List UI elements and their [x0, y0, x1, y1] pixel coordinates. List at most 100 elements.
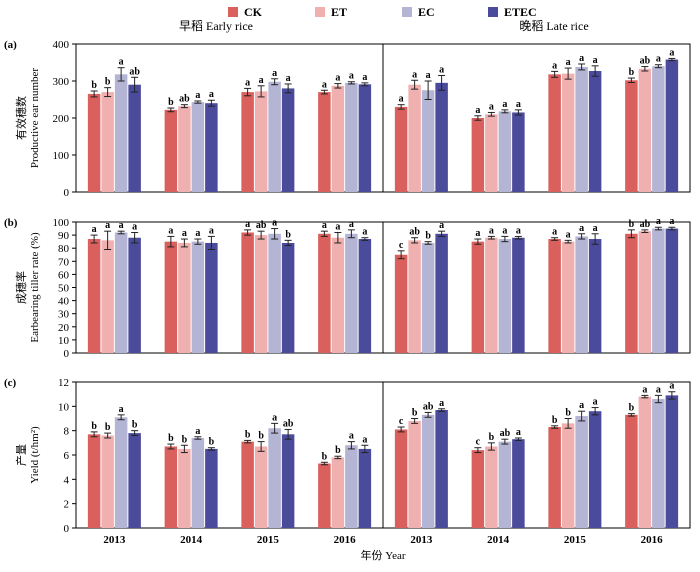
bar-ec: [268, 428, 281, 528]
significance-label: a: [566, 57, 571, 68]
late-rice-title: 晚稻 Late rice: [519, 19, 588, 33]
y-axis-title-cn: 产量: [14, 444, 28, 466]
significance-label: b: [209, 437, 215, 448]
x-tick-label: 2015: [257, 534, 280, 546]
bar-ec: [421, 242, 435, 353]
bar-ec: [191, 102, 205, 192]
legend-label-ck: CK: [244, 5, 263, 19]
bar-et: [638, 68, 652, 192]
significance-label: b: [412, 408, 418, 419]
significance-label: ab: [283, 418, 294, 429]
significance-label: b: [489, 432, 495, 443]
y-axis-title-en: Yield (t/hm²): [29, 426, 41, 484]
bar-etec: [358, 448, 372, 528]
bar-etec: [358, 84, 372, 192]
significance-label: a: [119, 404, 124, 415]
y-tick-label: 30: [58, 309, 70, 321]
significance-label: b: [245, 429, 251, 440]
significance-label: a: [502, 225, 507, 236]
bar-etec: [128, 237, 141, 353]
significance-label: b: [322, 451, 328, 462]
significance-label: b: [425, 231, 431, 242]
bar-ck: [318, 233, 331, 353]
significance-label: a: [566, 229, 571, 240]
y-tick-label: 10: [58, 335, 70, 347]
bar-et: [561, 73, 575, 192]
significance-label: b: [565, 408, 571, 419]
y-tick-label: 70: [58, 256, 70, 268]
legend-label-et: ET: [331, 5, 347, 19]
bar-ck: [471, 241, 485, 353]
bar-ck: [394, 106, 408, 192]
significance-label: a: [412, 69, 417, 80]
significance-label: a: [656, 54, 661, 65]
significance-label: a: [286, 73, 291, 84]
y-tick-label: 6: [64, 450, 70, 462]
bar-ck: [318, 463, 331, 528]
bar-ec: [345, 445, 358, 528]
bar-et: [331, 85, 345, 192]
x-axis-title: 年份 Year: [360, 548, 405, 562]
x-tick-label: 2014: [487, 534, 510, 546]
significance-label: a: [642, 384, 647, 395]
bar-ec: [114, 417, 128, 528]
significance-label: b: [91, 80, 97, 91]
significance-label: b: [629, 67, 635, 78]
significance-label: a: [669, 47, 674, 58]
significance-label: a: [426, 70, 431, 81]
bar-etec: [512, 112, 525, 192]
legend-label-etec: ETEC: [504, 5, 537, 19]
bar-ck: [471, 118, 485, 192]
significance-label: a: [656, 216, 661, 227]
bar-ec: [498, 441, 512, 528]
bar-ec: [345, 82, 358, 192]
bar-etec: [588, 411, 602, 528]
bar-ec: [498, 111, 512, 192]
bar-ck: [548, 427, 561, 528]
y-tick-label: 12: [58, 377, 69, 389]
significance-label: b: [168, 433, 174, 444]
bar-etec: [358, 239, 372, 353]
bar-ec: [652, 399, 665, 528]
y-tick-label: 0: [64, 523, 70, 535]
bar-ck: [471, 450, 485, 528]
bar-etec: [588, 71, 602, 192]
significance-label: a: [105, 220, 110, 231]
significance-label: a: [349, 71, 354, 82]
legend-swatch-et: [315, 7, 325, 17]
early-rice-title: 早稻 Early rice: [179, 19, 253, 33]
bar-ec: [575, 66, 588, 192]
x-tick-label: 2016: [641, 534, 664, 546]
x-tick-label: 2014: [180, 534, 203, 546]
bar-et: [561, 241, 575, 353]
significance-label: a: [132, 221, 137, 232]
bar-etec: [435, 82, 448, 192]
bar-etec: [205, 448, 218, 528]
bar-ec: [191, 241, 205, 353]
y-tick-label: 400: [53, 39, 70, 51]
bar-ec: [421, 414, 435, 528]
bar-et: [331, 237, 345, 353]
bar-et: [485, 114, 498, 192]
bar-ec: [268, 81, 281, 192]
significance-label: a: [489, 101, 494, 112]
significance-label: a: [362, 434, 367, 445]
y-tick-label: 20: [58, 322, 70, 334]
y-axis-title-cn: 有效穗数: [14, 96, 28, 140]
significance-label: a: [272, 412, 277, 423]
significance-label: b: [105, 77, 111, 88]
y-tick-label: 0: [64, 187, 70, 199]
x-tick-label: 2013: [103, 534, 126, 546]
significance-label: a: [579, 53, 584, 64]
panel-label: (b): [4, 217, 18, 229]
bar-ec: [191, 437, 205, 528]
significance-label: ab: [179, 94, 190, 105]
significance-label: ab: [640, 56, 651, 67]
bar-ec: [114, 74, 128, 192]
bar-etec: [435, 233, 448, 353]
y-tick-label: 60: [58, 269, 70, 281]
significance-label: a: [552, 227, 557, 238]
bar-etec: [665, 228, 679, 353]
significance-label: a: [362, 227, 367, 238]
